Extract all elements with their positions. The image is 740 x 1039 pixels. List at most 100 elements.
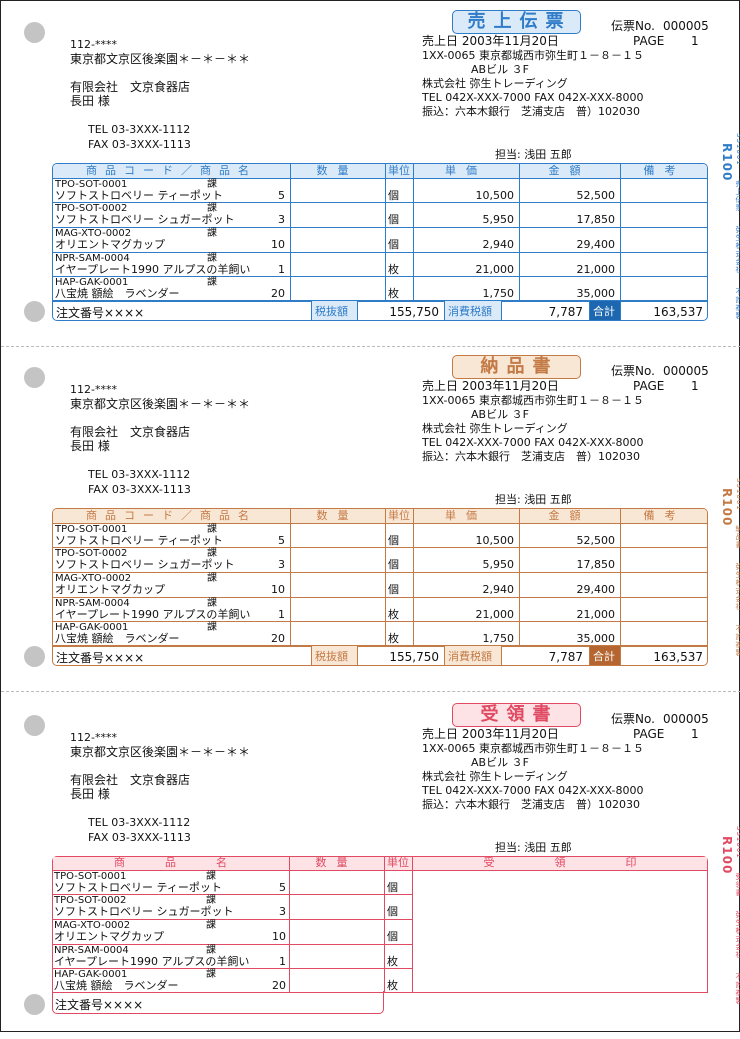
item-name: オリエントマグカップ <box>54 930 164 943</box>
item-unit: 個 <box>388 238 399 251</box>
item-qty: 5 <box>278 534 285 547</box>
item-amount: 17,850 <box>576 213 616 226</box>
item-name: ソフトストロベリー ティーポット <box>55 534 223 547</box>
sender-company: 株式会社 弥生トレーディング <box>422 422 568 435</box>
row-divider <box>53 202 707 203</box>
slip-no: 000005 <box>663 364 709 378</box>
form-code: R100 <box>720 836 734 875</box>
item-qty: 10 <box>271 238 285 251</box>
item-name: ソフトストロベリー シュガーポット <box>55 213 235 226</box>
sender-address1: 1XX-0065 東京都城西市弥生町１－８－１５ <box>422 49 644 62</box>
item-unit: 個 <box>387 930 398 943</box>
tax-class: 課 <box>207 179 217 190</box>
item-qty: 5 <box>279 881 286 894</box>
tax-class: 課 <box>206 920 216 931</box>
tax-class: 課 <box>207 524 217 535</box>
tax-class: 課 <box>207 253 217 264</box>
item-name: 八宝焼 額絵 ラベンダー <box>55 632 180 645</box>
total-label-box <box>589 301 620 320</box>
tax-class: 課 <box>207 622 217 633</box>
row-divider <box>53 621 707 622</box>
line-items-table: 商品コード／商品名 数量 単位 単価 金額 備考 TPO-SOT-0001 課ソフトストロベリ… <box>52 508 708 666</box>
column-header: 受領印 <box>483 856 697 869</box>
staff: 担当: 浅田 五郎 <box>495 148 572 161</box>
footer-divider <box>501 645 502 665</box>
column-divider <box>385 164 386 300</box>
customer-person: 長田 様 <box>70 439 110 453</box>
sender-company: 株式会社 弥生トレーディング <box>422 770 568 783</box>
item-name: ソフトストロベリー シュガーポット <box>55 558 235 571</box>
form-title: 納品書 <box>452 355 581 379</box>
staff: 担当: 浅田 五郎 <box>495 493 572 506</box>
row-divider <box>53 227 707 228</box>
item-amount: 29,400 <box>576 583 616 596</box>
row-divider <box>53 547 707 548</box>
column-header: 数量 <box>316 509 359 522</box>
subtotal-label-box <box>311 646 357 665</box>
sender-address2: ABビル ３F <box>471 408 529 421</box>
items-frame <box>52 856 708 993</box>
item-unit: 個 <box>388 213 399 226</box>
form-3: 受領書 伝票No. 000005 PAGE 1 112-**** 東京都文京区後楽園＊－＊－… <box>1 694 740 1039</box>
item-price: 10,500 <box>475 189 515 202</box>
side-text: 弥生株式会社 <box>735 562 740 611</box>
slip-no: 000005 <box>663 19 709 33</box>
row-divider <box>53 252 707 253</box>
side-text: 不許複製 <box>735 624 740 657</box>
item-unit: 個 <box>387 881 398 894</box>
form-code: R100 <box>720 488 734 527</box>
item-amount: 52,500 <box>576 189 616 202</box>
side-text: 331001 <box>735 133 740 166</box>
item-unit: 枚 <box>387 955 398 968</box>
side-imprint: 331001 納品書弥生株式会社不許複製 R100 <box>720 478 740 671</box>
column-divider <box>290 509 291 645</box>
column-header: 商品コード／商品名 <box>86 164 257 177</box>
item-code: TPO-SOT-0001 <box>54 871 127 882</box>
subtotal-value: 155,750 <box>389 650 439 664</box>
tax-class: 課 <box>206 895 216 906</box>
item-qty: 1 <box>278 608 285 621</box>
column-header: 単価 <box>445 509 487 522</box>
item-qty: 5 <box>278 189 285 202</box>
customer-postal: 112-**** <box>70 731 117 744</box>
column-divider <box>290 164 291 300</box>
column-header: 備考 <box>643 164 686 177</box>
total-label-box <box>589 646 620 665</box>
customer-fax: FAX 03-3XXX-1113 <box>88 831 191 844</box>
customer-postal: 112-**** <box>70 383 117 396</box>
item-code: NPR-SAM-0004 <box>55 253 130 264</box>
item-amount: 17,850 <box>576 558 616 571</box>
total-value: 163,537 <box>653 650 703 664</box>
column-header: 金額 <box>548 509 591 522</box>
tax-class: 課 <box>207 548 217 559</box>
page-number: 1 <box>691 727 699 741</box>
line-items-table: 商品コード／商品名 数量 単位 単価 金額 備考 TPO-SOT-0001 課ソフトストロベリ… <box>52 163 708 321</box>
row-divider <box>52 944 412 945</box>
total-value: 163,537 <box>653 305 703 319</box>
row-divider <box>53 523 707 524</box>
item-code: TPO-SOT-0001 <box>55 179 128 190</box>
customer-address: 東京都文京区後楽園＊－＊－＊＊ <box>70 52 251 66</box>
item-code: MAG-XTO-0002 <box>55 573 132 584</box>
column-header: 単価 <box>445 164 487 177</box>
row-divider <box>52 919 412 920</box>
sender-address1: 1XX-0065 東京都城西市弥生町１－８－１５ <box>422 394 644 407</box>
item-qty: 20 <box>271 287 285 300</box>
header-divider <box>412 870 708 871</box>
column-header: 単位 <box>388 164 410 177</box>
order-frame <box>52 991 384 1014</box>
form-title: 受領書 <box>452 703 581 727</box>
page-number: 1 <box>691 34 699 48</box>
row-divider <box>53 276 707 277</box>
row-divider <box>52 870 412 871</box>
column-divider <box>519 509 520 645</box>
sender-company: 株式会社 弥生トレーディング <box>422 77 568 90</box>
item-qty: 1 <box>278 263 285 276</box>
item-qty: 20 <box>271 632 285 645</box>
row-divider <box>53 597 707 598</box>
item-unit: 枚 <box>388 608 399 621</box>
footer-divider <box>501 300 502 320</box>
row-divider <box>53 645 707 647</box>
punch-hole <box>24 22 45 43</box>
side-imprint: 331001 受領書弥生株式会社不許複製 R100 <box>720 826 740 1019</box>
